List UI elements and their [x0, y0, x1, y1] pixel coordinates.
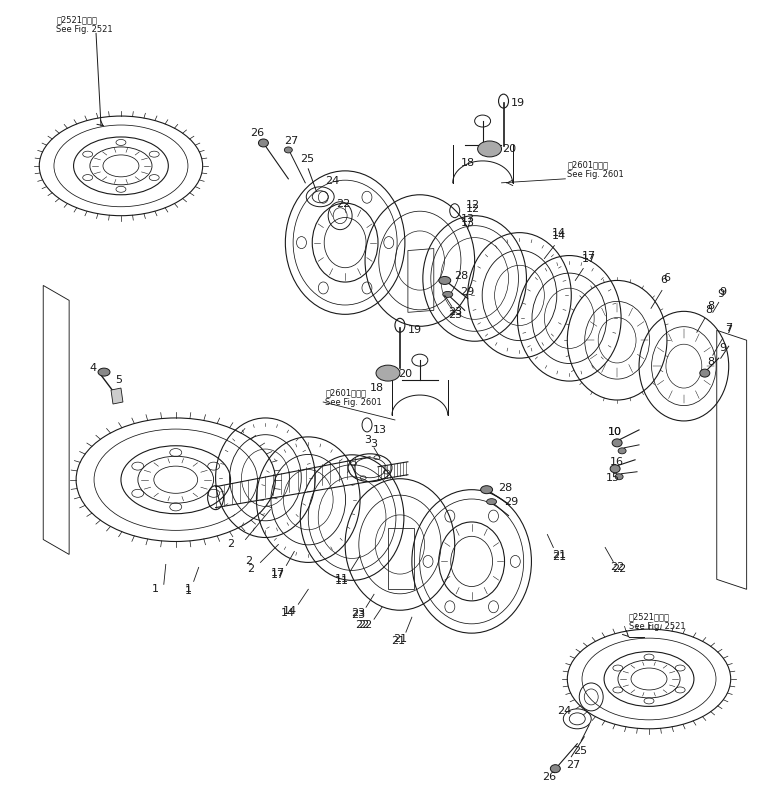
Text: 17: 17	[271, 570, 285, 580]
Text: 2: 2	[227, 540, 234, 549]
Ellipse shape	[612, 439, 622, 447]
Text: 18: 18	[370, 383, 384, 393]
Text: 11: 11	[335, 574, 349, 584]
Text: 9: 9	[719, 288, 726, 297]
Text: 17: 17	[582, 250, 597, 260]
Text: 12: 12	[466, 204, 480, 214]
Text: 22: 22	[610, 562, 625, 572]
Text: 29: 29	[504, 497, 519, 507]
Text: 14: 14	[553, 230, 566, 241]
Text: 1: 1	[185, 584, 192, 595]
Ellipse shape	[439, 276, 450, 284]
Text: 27: 27	[566, 760, 581, 770]
Ellipse shape	[610, 465, 620, 473]
Text: 図2601図参照: 図2601図参照	[567, 160, 609, 169]
Ellipse shape	[376, 365, 400, 381]
Text: 7: 7	[725, 323, 732, 333]
Text: 8: 8	[707, 357, 715, 367]
Text: 9: 9	[717, 289, 724, 300]
Text: 7: 7	[725, 326, 732, 335]
Text: 21: 21	[393, 634, 407, 644]
Text: See Fig. 2601: See Fig. 2601	[567, 170, 624, 179]
Text: 15: 15	[606, 473, 620, 482]
Text: 23: 23	[447, 310, 462, 320]
Text: 24: 24	[325, 176, 339, 186]
Text: 25: 25	[573, 746, 587, 755]
Text: 図2521図参照: 図2521図参照	[629, 612, 670, 621]
Text: 図2521図参照: 図2521図参照	[56, 15, 97, 24]
Text: 14: 14	[282, 608, 295, 618]
Text: 10: 10	[608, 427, 622, 437]
Text: 20: 20	[398, 369, 412, 379]
Text: 14: 14	[283, 606, 298, 617]
Text: 21: 21	[553, 553, 566, 562]
Text: 25: 25	[301, 154, 314, 164]
Text: 26: 26	[251, 128, 264, 138]
Text: 23: 23	[351, 610, 365, 621]
Ellipse shape	[618, 448, 626, 454]
Text: 22: 22	[358, 621, 372, 630]
Text: 22: 22	[355, 621, 369, 630]
Text: 3: 3	[365, 435, 372, 445]
Ellipse shape	[615, 473, 623, 480]
Text: 11: 11	[335, 576, 349, 587]
Text: 21: 21	[391, 636, 405, 646]
Text: 2: 2	[247, 565, 254, 574]
Text: 6: 6	[663, 273, 671, 284]
Text: 6: 6	[660, 276, 668, 285]
Text: 1: 1	[185, 587, 192, 596]
Text: 8: 8	[707, 301, 715, 311]
Text: 9: 9	[719, 343, 726, 353]
Text: 16: 16	[610, 457, 624, 467]
Ellipse shape	[487, 499, 497, 505]
Text: 14: 14	[553, 228, 566, 238]
Text: 23: 23	[447, 307, 462, 318]
Text: 8: 8	[706, 305, 712, 315]
Text: 28: 28	[454, 271, 469, 281]
Ellipse shape	[481, 486, 493, 494]
Text: See Fig. 2601: See Fig. 2601	[326, 398, 382, 407]
Text: 23: 23	[351, 608, 365, 618]
Polygon shape	[111, 388, 123, 404]
Text: 22: 22	[336, 199, 350, 208]
Text: 19: 19	[510, 98, 525, 108]
Text: 3: 3	[370, 439, 378, 449]
Text: 21: 21	[553, 550, 566, 561]
Text: 1: 1	[152, 584, 159, 595]
Ellipse shape	[699, 369, 710, 377]
Text: 20: 20	[503, 144, 516, 154]
Ellipse shape	[98, 368, 110, 376]
Text: 2: 2	[245, 557, 252, 566]
Text: 10: 10	[608, 427, 622, 437]
Text: 26: 26	[542, 772, 556, 781]
Text: 29: 29	[460, 288, 475, 297]
Text: See Fig. 2521: See Fig. 2521	[629, 622, 686, 631]
Text: 17: 17	[582, 254, 597, 263]
Text: 4: 4	[89, 363, 97, 373]
Text: 28: 28	[498, 482, 512, 493]
Ellipse shape	[258, 139, 269, 147]
Text: 19: 19	[408, 326, 422, 335]
Text: 13: 13	[461, 213, 475, 224]
Text: 12: 12	[466, 200, 480, 210]
Text: 24: 24	[557, 706, 572, 716]
Text: 図2601図参照: 図2601図参照	[326, 388, 366, 397]
Text: 5: 5	[116, 375, 123, 385]
Text: 27: 27	[284, 136, 298, 146]
Ellipse shape	[285, 147, 292, 153]
Text: 13: 13	[461, 217, 475, 228]
Ellipse shape	[478, 141, 502, 157]
Text: 17: 17	[271, 568, 285, 579]
Text: 18: 18	[460, 158, 475, 168]
Text: See Fig. 2521: See Fig. 2521	[56, 25, 113, 34]
Ellipse shape	[550, 764, 560, 772]
Text: 13: 13	[373, 425, 387, 435]
Ellipse shape	[443, 292, 453, 297]
Text: 22: 22	[612, 565, 626, 574]
